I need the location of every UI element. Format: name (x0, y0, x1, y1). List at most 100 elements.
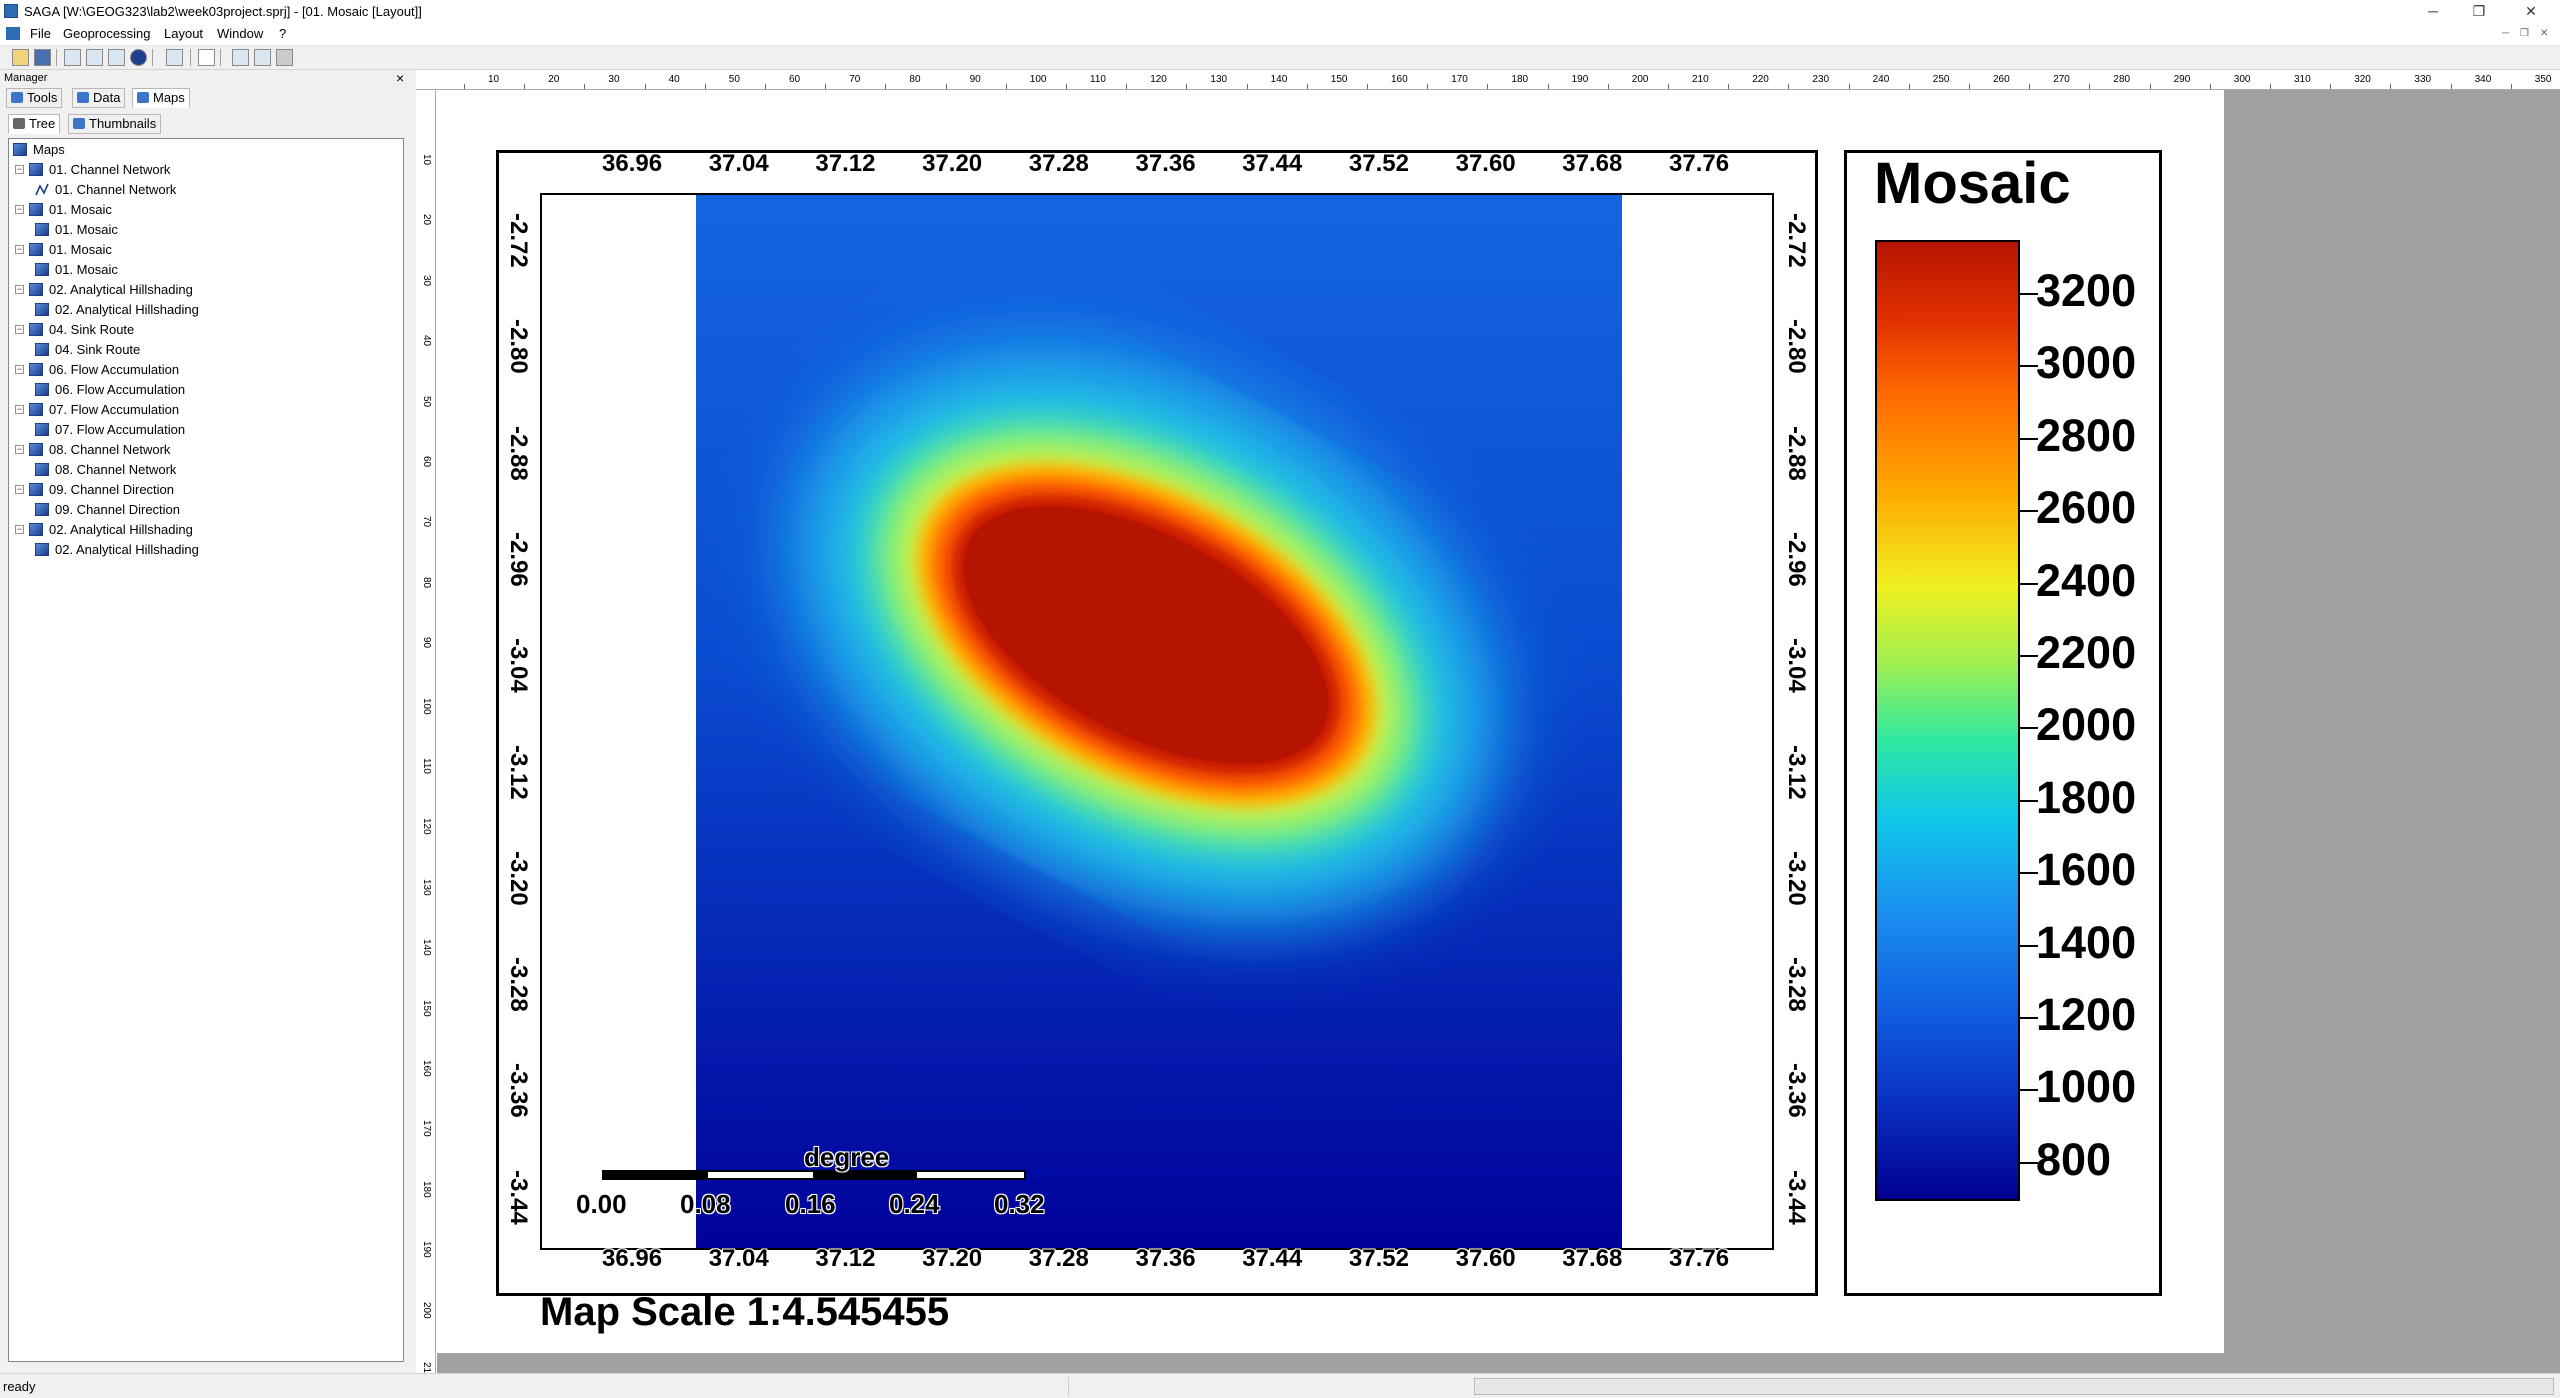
subtab-tree[interactable]: Tree (8, 114, 61, 134)
legend-tick (2018, 1089, 2038, 1092)
collapse-icon[interactable]: − (15, 324, 24, 334)
ruler-tick-label: 30 (608, 74, 620, 85)
page-setup-icon[interactable] (232, 49, 249, 66)
ruler-tick-label: 230 (1812, 74, 1830, 85)
ruler-tick-label: 80 (421, 576, 432, 588)
latitude-label-left: -2.96 (505, 531, 532, 587)
menu-window[interactable]: Window (217, 26, 264, 41)
print-preview-icon[interactable] (254, 49, 271, 66)
info-icon[interactable] (130, 49, 147, 66)
ruler-tick-label: 130 (421, 878, 432, 896)
data-icon (77, 92, 89, 103)
ruler-tick-label: 70 (849, 74, 861, 85)
latitude-label-right: -3.36 (1783, 1063, 1810, 1119)
manager-title: Manager (4, 72, 48, 84)
ruler-tick-label: 100 (421, 697, 432, 715)
tree-item-label: 04. Sink Route (55, 342, 141, 357)
collapse-icon[interactable]: − (15, 404, 24, 414)
close-button[interactable]: ✕ (2525, 3, 2537, 19)
ruler-tick-label: 220 (1752, 74, 1769, 85)
toolbar-separator (190, 49, 191, 66)
ruler-tick (765, 84, 766, 89)
ruler-tick (1427, 84, 1429, 89)
layout-properties-icon[interactable] (64, 49, 81, 66)
layout-options-icon[interactable] (108, 49, 125, 66)
tree-item-label: 01. Mosaic (55, 222, 118, 237)
toolbar-separator (220, 49, 221, 66)
link-icon[interactable] (166, 49, 183, 66)
mdi-restore-icon[interactable]: ❐ (2520, 28, 2529, 39)
collapse-icon[interactable]: − (15, 484, 24, 494)
menu-help[interactable]: ? (279, 26, 287, 41)
manager-close-button[interactable]: × (396, 70, 405, 86)
document-icon[interactable] (6, 27, 20, 40)
collapse-icon[interactable]: − (15, 204, 24, 214)
save-icon[interactable] (34, 49, 51, 66)
ruler-tick-label: 190 (1571, 74, 1589, 85)
ruler-tick (1487, 84, 1489, 89)
ruler-tick-label: 50 (728, 74, 740, 85)
ruler-tick (885, 84, 887, 89)
longitude-label-bottom: 37.76 (1669, 1245, 1730, 1272)
subtab-thumbnails[interactable]: Thumbnails (68, 114, 162, 134)
tree-item-label: 02. Analytical Hillshading (49, 282, 193, 297)
maps-icon (137, 92, 149, 103)
menu-geoprocessing[interactable]: Geoprocessing (63, 26, 151, 41)
map-view[interactable]: degree 0.00 0.08 0.16 0.24 0.32 (540, 193, 1774, 1250)
tab-data[interactable]: Data (72, 88, 126, 108)
ruler-tick-label: 160 (1391, 74, 1408, 85)
tab-maps[interactable]: Maps (132, 88, 190, 108)
tab-tools[interactable]: Tools (6, 88, 63, 108)
window-title: SAGA [W:\GEOG323\lab2\week03project.sprj… (24, 4, 422, 19)
tree-item-label: 01. Channel Network (55, 182, 177, 197)
line-layer-icon (35, 183, 49, 196)
ruler-tick-label: 50 (421, 395, 432, 407)
tree-item-label: 01. Mosaic (49, 202, 112, 217)
ruler-tick-label: 120 (1150, 74, 1167, 85)
layout-table-icon[interactable] (86, 49, 103, 66)
menu-file[interactable]: File (30, 26, 51, 41)
longitude-label-top: 37.68 (1562, 150, 1623, 177)
tree-item-label: 07. Flow Accumulation (55, 422, 186, 437)
ruler-tick (524, 84, 526, 89)
mdi-close-icon[interactable]: ✕ (2540, 28, 2549, 39)
collapse-icon[interactable]: − (15, 524, 24, 534)
longitude-label-bottom: 36.96 (602, 1245, 663, 1272)
grid-layer-icon (35, 223, 49, 236)
minimize-button[interactable]: ─ (2428, 3, 2438, 19)
open-icon[interactable] (12, 49, 29, 66)
ruler-tick-label: 110 (421, 758, 432, 774)
collapse-icon[interactable]: − (15, 244, 24, 254)
scalebar-label: 0.08 (680, 1189, 731, 1219)
ruler-tick-label: 200 (1631, 74, 1649, 85)
tab-tools-label: Tools (27, 90, 58, 105)
ruler-tick-label: 40 (421, 335, 432, 347)
tree-item-label: 01. Channel Network (49, 162, 171, 177)
menu-layout[interactable]: Layout (164, 26, 204, 41)
tree-item-label: Maps (33, 142, 65, 157)
latitude-label-left: -3.36 (505, 1063, 532, 1119)
ruler-tick-label: 270 (2053, 74, 2070, 85)
longitude-label-top: 37.44 (1242, 150, 1303, 177)
collapse-icon[interactable]: − (15, 444, 24, 454)
collapse-icon[interactable]: − (15, 164, 24, 174)
longitude-label-bottom: 37.20 (922, 1245, 983, 1272)
collapse-icon[interactable]: − (15, 364, 24, 374)
print-icon[interactable] (276, 49, 293, 66)
latitude-label-left: -2.88 (505, 425, 532, 481)
ruler-tick-label: 170 (421, 1120, 432, 1138)
legend-tick (2018, 872, 2038, 875)
latitude-label-right: -3.04 (1783, 638, 1810, 693)
ruler-tick-label: 20 (548, 74, 560, 85)
restore-button[interactable]: ❐ (2472, 3, 2486, 19)
longitude-label-bottom: 37.04 (708, 1245, 769, 1272)
grid-layer-icon (35, 543, 49, 556)
progress-bar (1474, 1378, 2554, 1395)
manager-panel: Manager × Tools Data Maps Tree Thumbnail… (0, 70, 414, 1373)
legend-level-label: 3200 (2036, 265, 2137, 316)
mdi-minimize-icon[interactable]: ─ (2502, 28, 2510, 39)
collapse-icon[interactable]: − (15, 284, 24, 294)
ruler-tick (1246, 84, 1248, 89)
ruler-tick-label: 160 (421, 1060, 432, 1077)
help-icon[interactable] (198, 49, 215, 66)
